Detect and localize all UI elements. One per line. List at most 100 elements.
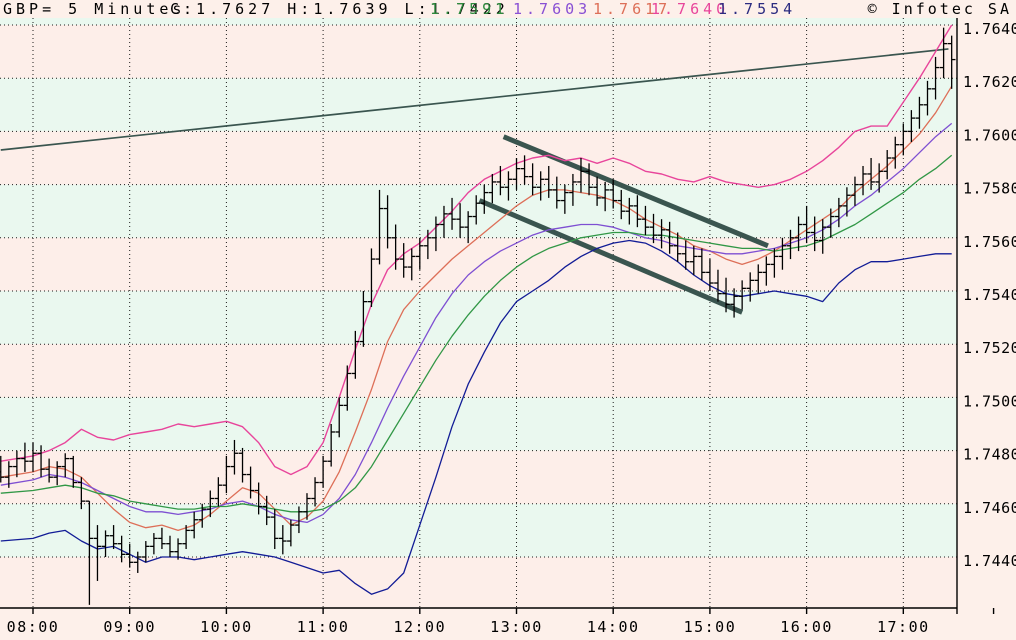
ohlc-bar: [93, 525, 102, 581]
price-band: [0, 25, 957, 79]
ohlc-bar: [198, 503, 207, 528]
ohlc-bar: [706, 259, 714, 291]
price-axis-label: 1.7600: [963, 126, 1016, 144]
ohlc-bar: [536, 171, 545, 201]
ohlc-bar: [657, 219, 666, 249]
ohlc-bar: [206, 490, 215, 518]
ohlc-bar: [480, 184, 489, 214]
price-band: [0, 291, 957, 345]
ma-salmon-line: [0, 85, 953, 532]
ohlc-bar: [891, 136, 900, 169]
ohlc-bar: [665, 221, 674, 254]
price-band: [0, 184, 957, 238]
price-band: [0, 397, 957, 451]
ohlc-bar: [424, 229, 432, 260]
axes: [0, 18, 995, 614]
ohlc-bar: [843, 187, 851, 217]
ohlc-bar: [69, 455, 78, 488]
ohlc-bar: [617, 189, 626, 220]
ohlc-bar: [754, 264, 763, 294]
ohlc-bar: [601, 181, 609, 212]
ohlc-bar: [319, 455, 327, 488]
ohlc-bar: [21, 442, 29, 472]
ohlc-bar: [851, 176, 859, 206]
ma-value-salmon: 1.7617: [593, 0, 672, 18]
time-axis-label: 16:00: [780, 618, 833, 636]
ohlc-bar: [456, 203, 464, 238]
ohlc-bar: [593, 176, 601, 206]
price-band: [0, 450, 957, 504]
ohlc-bar: [826, 208, 835, 238]
ohlc-bar: [553, 176, 561, 209]
symbol-interval-label: GBP= 5 Minutes: [3, 0, 186, 18]
ohlc-bar: [182, 525, 190, 550]
price-axis-label: 1.7440: [963, 552, 1016, 570]
ohlc-bar: [907, 110, 916, 143]
ohlc-bar: [222, 455, 231, 494]
time-axis-label: 08:00: [7, 618, 60, 636]
ohlc-bar: [939, 27, 948, 79]
ohlc-bar: [810, 216, 819, 252]
ohlc-bar: [117, 535, 126, 563]
ohlc-bar: [802, 205, 811, 244]
ohlc-bar: [109, 525, 118, 550]
ohlc-bar: [504, 171, 513, 201]
price-bands: [0, 18, 957, 608]
ohlc-bar: [883, 150, 892, 180]
ohlc-bar: [730, 288, 738, 318]
ohlc-bar: [190, 511, 198, 539]
ohlc-bar: [577, 158, 585, 193]
time-axis-label: 13:00: [490, 618, 543, 636]
candlestick-series: [0, 27, 956, 605]
ohlc-bar: [367, 248, 376, 307]
ohlc-bar: [561, 184, 569, 214]
ohlc-bar: [37, 445, 45, 478]
ohlc-bar: [343, 365, 352, 411]
ohlc-bar: [303, 493, 311, 520]
ohlc-bar: [133, 551, 142, 573]
ohlc-bar: [585, 163, 593, 196]
ohlc-bar: [915, 96, 924, 129]
time-axis-label: 12:00: [393, 618, 446, 636]
ohlc-bar: [625, 197, 634, 225]
ohlc-bar: [432, 216, 440, 252]
time-axis-label: 09:00: [103, 618, 156, 636]
time-axis-label: 17:00: [877, 618, 930, 636]
ma-value-green: 1.7591: [430, 0, 509, 18]
ohlc-bar: [609, 179, 618, 209]
ohlc-bar: [931, 56, 940, 100]
ohlc-bar: [375, 189, 384, 265]
ohlc-bar: [633, 195, 642, 228]
ohlc-bar: [722, 277, 730, 313]
ohlc-bar: [174, 538, 182, 560]
ma-magenta-line: [0, 24, 953, 476]
price-axis-label: 1.7460: [963, 499, 1016, 517]
ma-navy-line: [0, 239, 952, 595]
ohlc-bar: [351, 330, 360, 379]
ohlc-bar: [528, 163, 537, 196]
ohlc-bar: [496, 165, 505, 196]
quote-ohlc-label: C:1.7627 H:1.7639 L:1.7422: [170, 0, 509, 18]
ohlc-bar: [714, 269, 722, 302]
price-band: [0, 78, 957, 132]
ohlc-bar: [786, 229, 795, 260]
ohlc-bar: [13, 450, 21, 478]
price-axis-label: 1.7540: [963, 286, 1016, 304]
ohlc-bar: [770, 248, 779, 278]
ohlc-bar: [246, 466, 255, 499]
ohlc-bar: [150, 533, 158, 555]
price-axis-label: 1.7620: [963, 73, 1016, 91]
price-axis-label: 1.7480: [963, 446, 1016, 464]
ascending-trendline: [0, 48, 949, 151]
ohlc-bar: [464, 211, 472, 244]
channel-lower: [478, 198, 744, 315]
ohlc-bar: [391, 224, 400, 270]
ma-green-line: [0, 154, 953, 513]
y-axis-labels: 1.7640 1.7620 1.7600 1.7580 1.7560 1.7540 1.75…: [963, 20, 1016, 570]
ohlc-bar: [875, 163, 883, 193]
ohlc-bar: [835, 197, 843, 228]
price-band: [0, 18, 957, 25]
ohlc-bar: [142, 541, 150, 563]
x-axis-labels: 08:00 09:00 10:00 11:00 12:00 13:00 14:00 15:00…: [7, 618, 930, 636]
